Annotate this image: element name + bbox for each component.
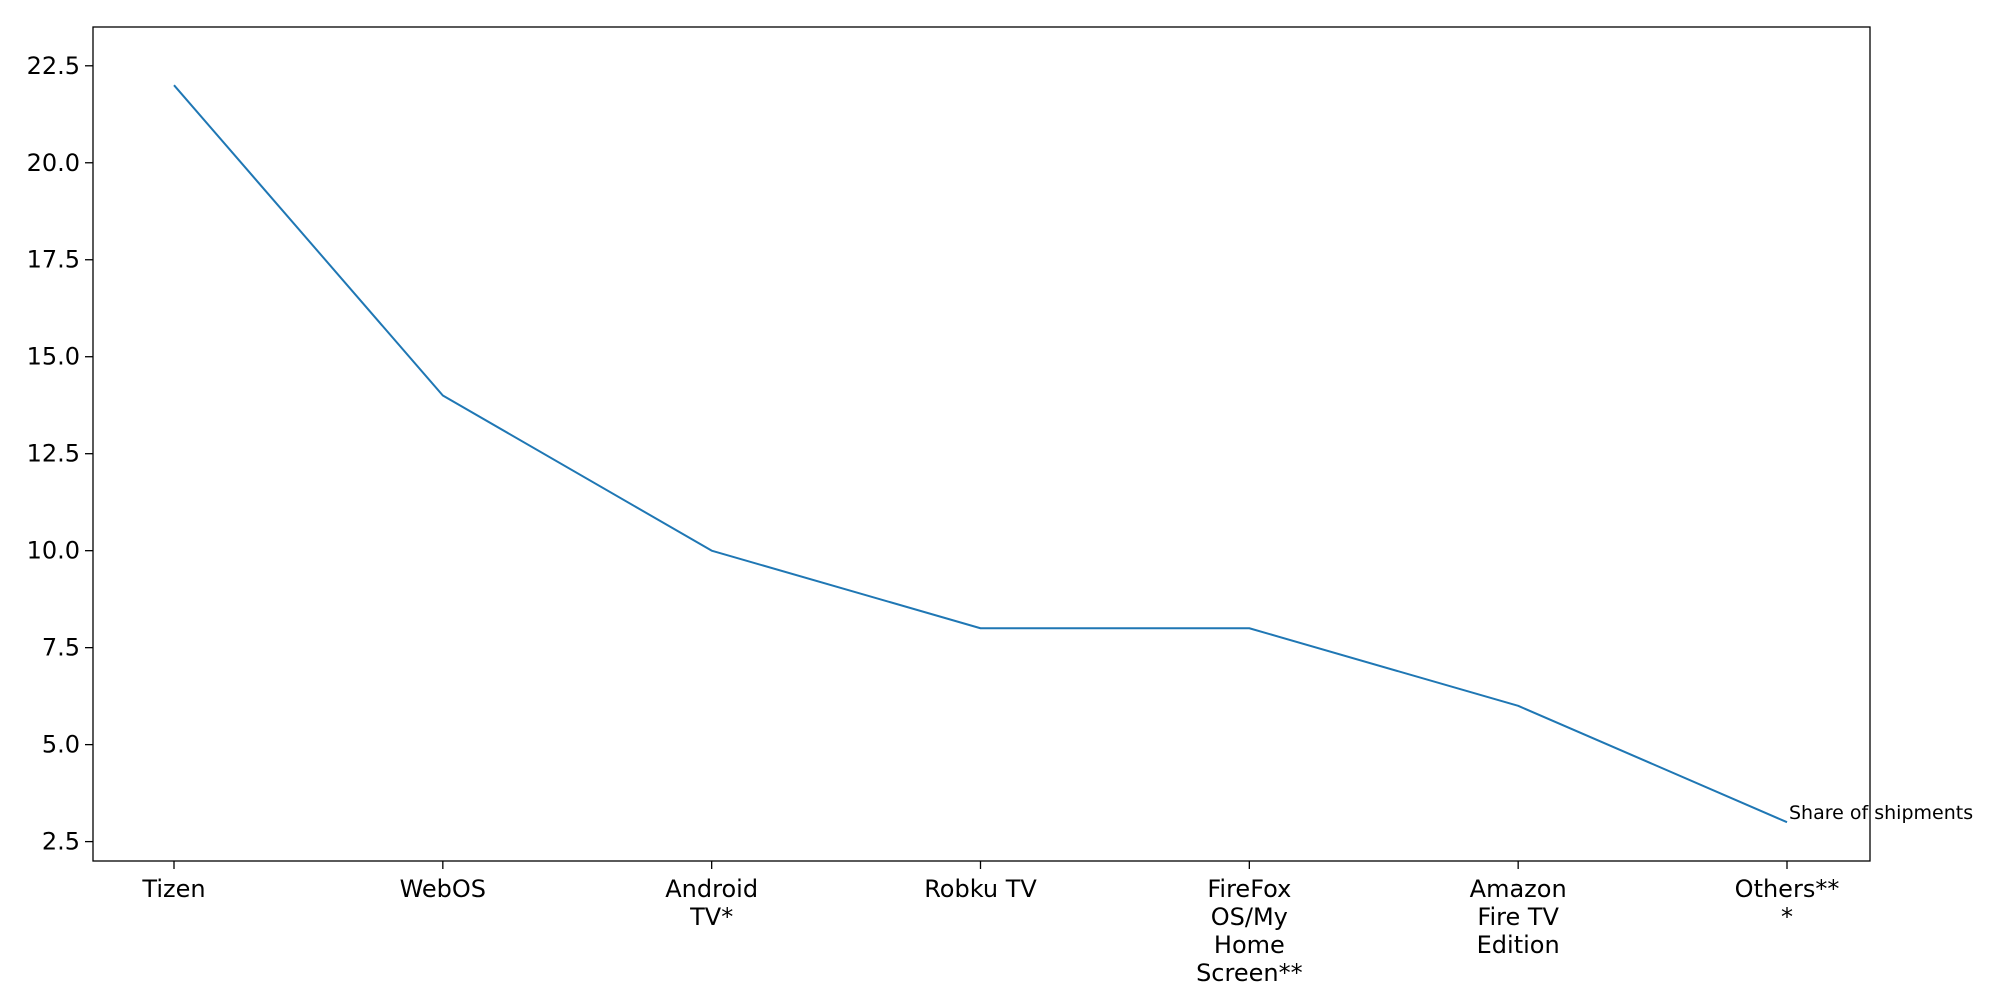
x-tick-label: Tizen	[141, 875, 205, 903]
x-tick-label-line: Android	[665, 875, 758, 903]
x-tick-label-line: Home	[1214, 931, 1285, 959]
y-tick-label: 7.5	[42, 634, 80, 662]
x-tick-label-line: FireFox	[1207, 875, 1291, 903]
x-tick-label: Robku TV	[924, 875, 1037, 903]
series-line-0	[173, 84, 1788, 824]
x-axis: Tizen WebOS Android TV* Robku TV FireFox OS/My…	[141, 861, 1839, 987]
x-tick-label-line: WebOS	[400, 875, 486, 903]
y-tick-label: 15.0	[27, 343, 80, 371]
y-tick-label: 20.0	[27, 149, 80, 177]
x-tick-label: Others** *	[1735, 875, 1840, 931]
x-tick-label-line: Tizen	[141, 875, 205, 903]
x-tick-label-line: Screen**	[1196, 959, 1303, 987]
x-tick-label-line: Edition	[1477, 931, 1560, 959]
y-axis: 2.5 5.0 7.5 10.0 12.5 15.0 17.5 20.0 22.5	[27, 52, 93, 856]
x-tick-label-line: Amazon	[1470, 875, 1567, 903]
x-tick-label-line: OS/My	[1211, 903, 1288, 931]
x-tick-label-line: Robku TV	[924, 875, 1037, 903]
x-tick-label-line: *	[1781, 903, 1793, 931]
annotation-share-of-shipments: Share of shipments	[1789, 802, 1973, 824]
x-tick-label: Amazon Fire TV Edition	[1470, 875, 1567, 959]
x-tick-label: Android TV*	[665, 875, 758, 931]
y-tick-label: 5.0	[42, 731, 80, 759]
y-tick-label: 17.5	[27, 246, 80, 274]
series-layer	[173, 84, 1788, 824]
y-tick-label: 12.5	[27, 440, 80, 468]
plot-frame	[92, 26, 1871, 862]
x-tick-label-line: Others**	[1735, 875, 1840, 903]
y-tick-label: 10.0	[27, 537, 80, 565]
x-tick-label: WebOS	[400, 875, 486, 903]
x-tick-label-line: Fire TV	[1477, 903, 1559, 931]
y-tick-label: 22.5	[27, 52, 80, 80]
y-tick-label: 2.5	[42, 828, 80, 856]
x-tick-label-line: TV*	[689, 903, 733, 931]
x-tick-label: FireFox OS/My Home Screen**	[1196, 875, 1303, 987]
